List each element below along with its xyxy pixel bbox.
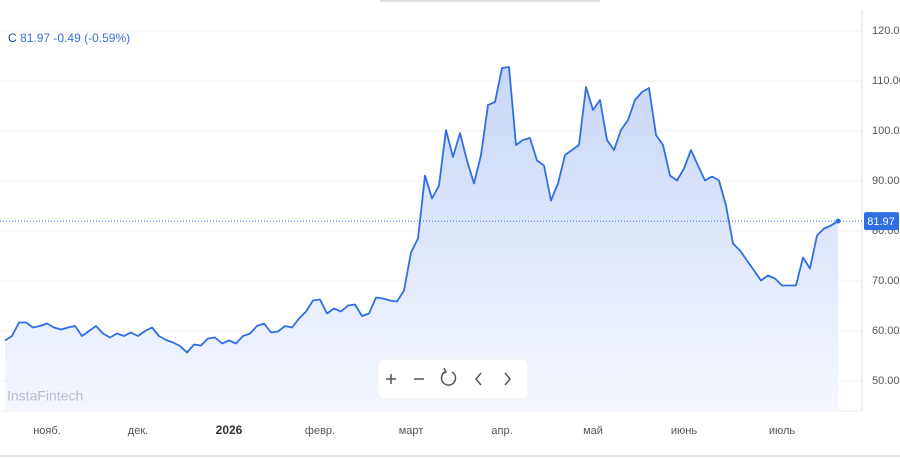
scroll-left-button[interactable] [475,372,482,386]
zoom-in-button[interactable] [386,374,396,384]
symbol: C [8,31,17,45]
x-tick-label: июль [769,425,796,437]
price-tag [864,212,899,231]
reset-button[interactable] [440,367,457,386]
price: 81.97 [20,31,50,45]
scroll-right-button[interactable] [504,372,511,386]
x-tick-label: март [399,425,424,437]
x-tick-label: май [583,425,603,437]
y-tick-label: 100.00 [872,125,900,137]
x-tick-label: нояб. [33,425,61,437]
x-tick-label: дек. [128,425,148,437]
controls [377,358,529,400]
x-tick-label: 2026 [216,423,243,437]
y-tick-label: 50.00 [872,375,900,387]
x-tick-label: апр. [491,425,512,437]
controls-box [377,358,529,400]
y-tick-label: 60.00 [872,325,900,337]
x-tick-label: февр. [305,425,335,437]
last-price-dot [835,218,841,224]
y-tick-label: 90.00 [872,175,900,187]
watermark: InstaFintech [7,388,83,404]
plot [0,30,862,411]
y-tick-label: 120.00 [872,25,900,37]
y-tick-label: 70.00 [872,275,900,287]
area-fill [5,67,838,411]
x-tick-label: июнь [671,425,697,437]
y-tick-label: 110.00 [872,75,900,87]
price-tag-label: 81.97 [867,216,895,228]
quote-header: C 81.97 -0.49 (-0.59%) [8,31,130,45]
change: -0.49 [53,31,81,45]
change-pct: (-0.59%) [84,31,130,45]
price-line [4,66,839,354]
